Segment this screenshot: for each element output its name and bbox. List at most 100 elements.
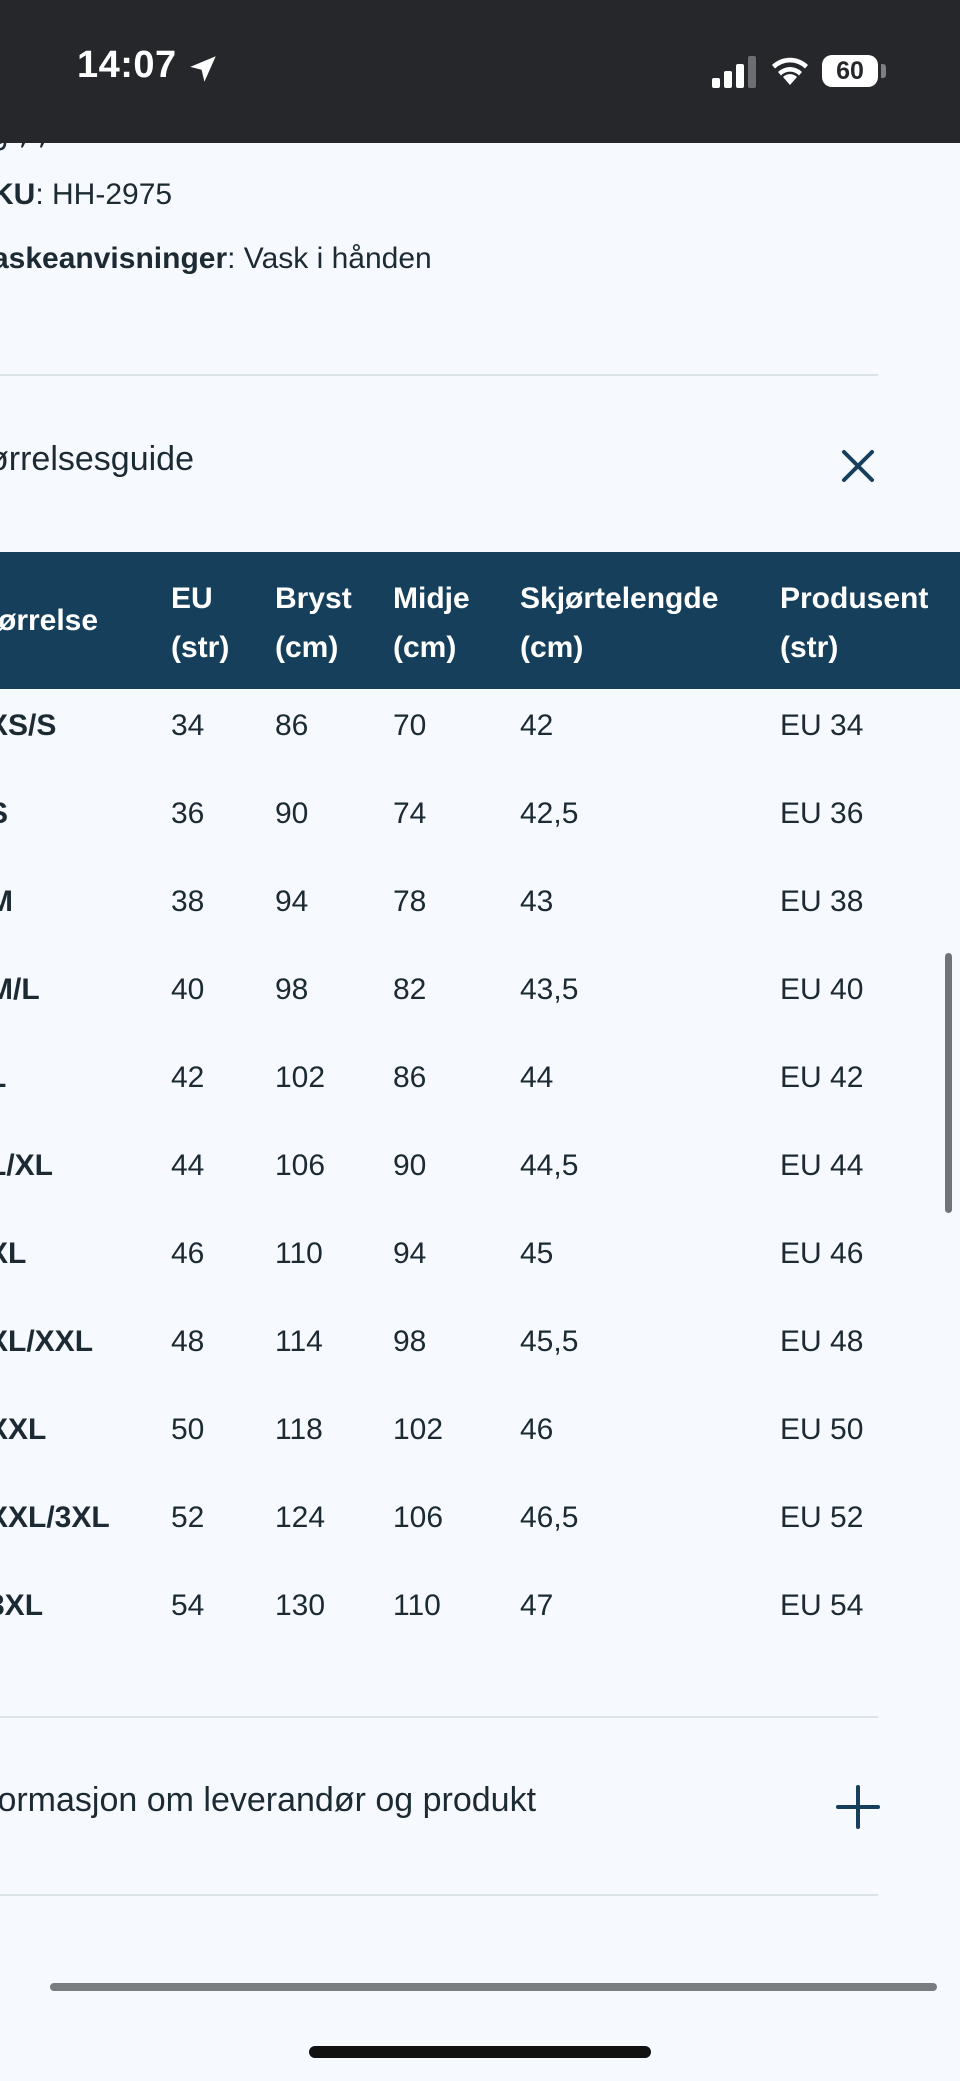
skirt-length-cell: 44,5 xyxy=(520,1149,579,1182)
eu-cell: 46 xyxy=(171,1237,205,1270)
waist-cell: 82 xyxy=(393,973,427,1006)
size-cell: XXL xyxy=(0,1413,47,1446)
wash-instructions-label: askeanvisninger xyxy=(0,242,228,275)
eu-cell: 42 xyxy=(171,1061,205,1094)
eu-cell: 38 xyxy=(171,885,205,918)
waist-cell: 98 xyxy=(393,1325,427,1358)
table-body: XS/S 34 86 70 42 EU 34 S 36 90 74 42,5 EU 36 M 38 94 78… xyxy=(0,689,960,1657)
bust-cell: 90 xyxy=(275,797,309,830)
bust-cell: 130 xyxy=(275,1589,326,1622)
skirt-length-cell: 42,5 xyxy=(520,797,579,830)
waist-cell: 90 xyxy=(393,1149,427,1182)
waist-cell: 94 xyxy=(393,1237,427,1270)
home-indicator[interactable] xyxy=(309,2046,651,2058)
size-cell: XL/XXL xyxy=(0,1325,94,1358)
size-cell: XS/S xyxy=(0,709,57,742)
battery-icon: 60 xyxy=(822,55,878,87)
column-header-eu: EU (str) xyxy=(171,582,230,664)
table-row: 3XL 54 130 110 47 EU 54 xyxy=(0,1569,960,1657)
skirt-length-cell: 45,5 xyxy=(520,1325,579,1358)
bust-cell: 86 xyxy=(275,709,309,742)
skirt-length-cell: 47 xyxy=(520,1589,554,1622)
status-bar: 14:07 60 xyxy=(0,0,960,143)
eu-cell: 40 xyxy=(171,973,205,1006)
size-cell: M/L xyxy=(0,973,40,1006)
size-guide-title[interactable]: ørrelsesguide xyxy=(0,440,194,478)
skirt-length-cell: 43,5 xyxy=(520,973,579,1006)
battery-level: 60 xyxy=(836,57,864,85)
wash-instructions-value: : Vask i hånden xyxy=(227,242,432,275)
eu-cell: 48 xyxy=(171,1325,205,1358)
eu-cell: 54 xyxy=(171,1589,205,1622)
bust-cell: 124 xyxy=(275,1501,326,1534)
sku-value: : HH-2975 xyxy=(35,178,173,211)
size-cell: XXL/3XL xyxy=(0,1501,110,1534)
battery-nub xyxy=(881,64,886,78)
size-cell: XL xyxy=(0,1237,27,1270)
bust-cell: 98 xyxy=(275,973,309,1006)
cellular-signal-icon xyxy=(712,56,756,88)
skirt-length-cell: 46,5 xyxy=(520,1501,579,1534)
wash-instructions-line: askeanvisninger: Vask i hånden xyxy=(0,242,432,276)
waist-cell: 102 xyxy=(393,1413,444,1446)
vertical-scroll-indicator[interactable] xyxy=(945,953,952,1213)
skirt-length-cell: 42 xyxy=(520,709,554,742)
size-cell: L/XL xyxy=(0,1149,53,1182)
waist-cell: 110 xyxy=(393,1589,441,1622)
close-icon[interactable] xyxy=(838,446,878,486)
bust-cell: 118 xyxy=(275,1413,323,1446)
eu-cell: 50 xyxy=(171,1413,205,1446)
divider xyxy=(0,374,878,376)
table-row: XS/S 34 86 70 42 EU 34 xyxy=(0,689,960,777)
manufacturer-cell: EU 54 xyxy=(780,1589,864,1622)
location-arrow-icon xyxy=(190,56,216,82)
size-cell: L xyxy=(0,1061,6,1095)
table-header: tørrelse EU(str) Bryst(cm) Midje(cm) Skj… xyxy=(0,552,960,689)
eu-cell: 36 xyxy=(171,797,205,830)
skirt-length-cell: 46 xyxy=(520,1413,554,1446)
eu-cell: 34 xyxy=(171,709,205,742)
plus-icon[interactable] xyxy=(836,1785,880,1829)
column-header-manufacturer: Produsent (str) xyxy=(780,582,929,664)
divider xyxy=(0,1894,878,1896)
column-header-waist: Midje (cm) xyxy=(393,582,470,664)
manufacturer-cell: EU 36 xyxy=(780,797,864,830)
supplier-info-title[interactable]: formasjon om leverandør og produkt xyxy=(0,1781,537,1819)
sku-line: KU: HH-2975 xyxy=(0,178,172,212)
eu-cell: 52 xyxy=(171,1501,205,1534)
skirt-length-cell: 43 xyxy=(520,885,554,918)
waist-cell: 78 xyxy=(393,885,427,918)
size-table: tørrelse EU(str) Bryst(cm) Midje(cm) Skj… xyxy=(0,552,960,1657)
sku-label: KU xyxy=(0,178,36,211)
manufacturer-cell: EU 52 xyxy=(780,1501,864,1534)
cut-off-text: g , , xyxy=(0,143,960,157)
size-cell: S xyxy=(0,797,8,831)
manufacturer-cell: EU 40 xyxy=(780,973,864,1006)
bust-cell: 110 xyxy=(275,1237,323,1270)
manufacturer-cell: EU 42 xyxy=(780,1061,864,1094)
horizontal-scrollbar[interactable] xyxy=(50,1983,937,1991)
waist-cell: 86 xyxy=(393,1061,427,1094)
status-time: 14:07 xyxy=(77,44,177,86)
bust-cell: 106 xyxy=(275,1149,326,1182)
manufacturer-cell: EU 44 xyxy=(780,1149,864,1182)
divider xyxy=(0,1716,878,1718)
waist-cell: 74 xyxy=(393,797,427,830)
table-row: L 42 102 86 44 EU 42 xyxy=(0,1041,960,1129)
table-row: M/L 40 98 82 43,5 EU 40 xyxy=(0,953,960,1041)
size-cell: M xyxy=(0,885,13,918)
column-header-skirt-length: Skjørtelengde (cm) xyxy=(520,582,719,664)
table-row: XXL/3XL 52 124 106 46,5 EU 52 xyxy=(0,1481,960,1569)
table-row: L/XL 44 106 90 44,5 EU 44 xyxy=(0,1129,960,1217)
skirt-length-cell: 44 xyxy=(520,1061,554,1094)
column-header-size: tørrelse xyxy=(0,604,99,637)
column-header-bust: Bryst (cm) xyxy=(275,582,352,664)
skirt-length-cell: 45 xyxy=(520,1237,554,1270)
bust-cell: 94 xyxy=(275,885,309,918)
manufacturer-cell: EU 46 xyxy=(780,1237,864,1270)
waist-cell: 70 xyxy=(393,709,427,742)
bust-cell: 102 xyxy=(275,1061,326,1094)
table-row: M 38 94 78 43 EU 38 xyxy=(0,865,960,953)
table-row: XL/XXL 48 114 98 45,5 EU 48 xyxy=(0,1305,960,1393)
table-row: XL 46 110 94 45 EU 46 xyxy=(0,1217,960,1305)
